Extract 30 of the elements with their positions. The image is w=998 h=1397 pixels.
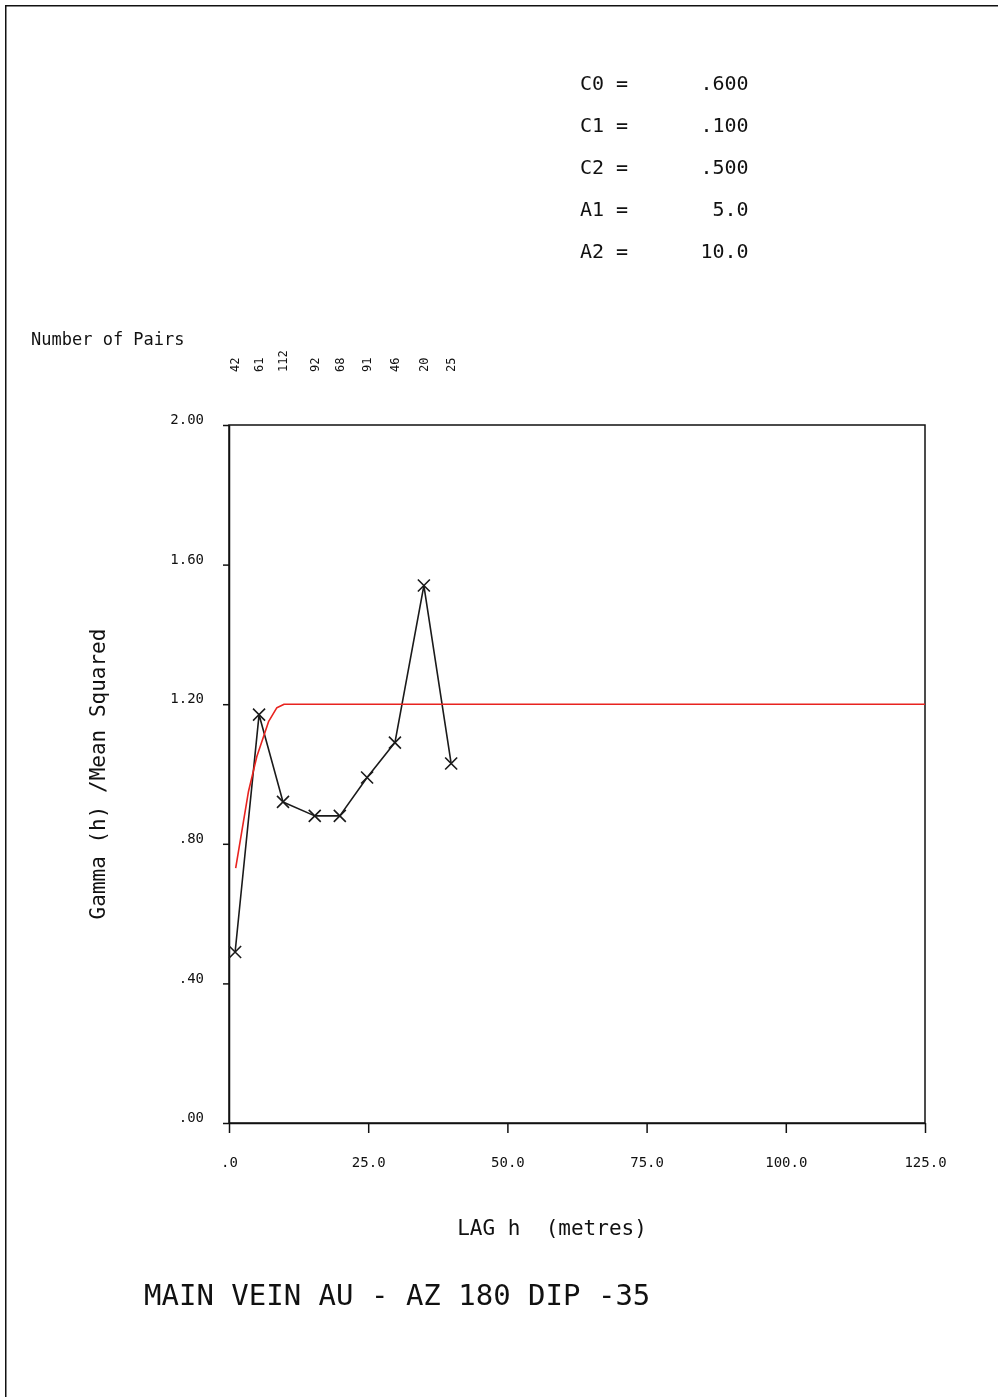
text: C2 = .500 — [580, 155, 749, 179]
text: A1 = 5.0 — [580, 197, 749, 221]
text: 112 — [276, 350, 291, 372]
x-axis-title: LAG h (metres) — [457, 1216, 647, 1240]
y-tick-label: 2.00 — [170, 411, 204, 428]
x-tick-label: 100.0 — [765, 1153, 808, 1170]
text: C1 = .100 — [580, 113, 749, 137]
text: 20 — [416, 357, 431, 372]
text: 46 — [387, 357, 402, 372]
y-axis-title: Gamma (h) /Mean Squared — [86, 628, 110, 920]
text: 42 — [228, 357, 243, 372]
x-tick-label: 75.0 — [630, 1153, 664, 1170]
text: 92 — [307, 357, 322, 372]
text: 25 — [444, 357, 459, 372]
text: 68 — [332, 357, 347, 372]
x-tick-label: 25.0 — [351, 1153, 386, 1170]
text: 61 — [252, 357, 267, 372]
text: Number of Pairs — [31, 329, 185, 349]
x-tick-label: .0 — [221, 1153, 238, 1170]
text: A2 = 10.0 — [580, 239, 749, 263]
y-tick-label: .80 — [178, 829, 204, 846]
y-tick-label: .40 — [178, 969, 204, 986]
text: C0 = .600 — [580, 71, 749, 95]
text: 91 — [360, 357, 375, 372]
text: MAIN VEIN AU - AZ 180 DIP -35 — [144, 1278, 651, 1312]
x-tick-label: 125.0 — [904, 1153, 947, 1170]
x-tick-label: 50.0 — [491, 1153, 525, 1170]
y-tick-label: 1.20 — [170, 690, 204, 707]
y-tick-label: .00 — [178, 1109, 204, 1126]
y-tick-label: 1.60 — [170, 550, 204, 567]
